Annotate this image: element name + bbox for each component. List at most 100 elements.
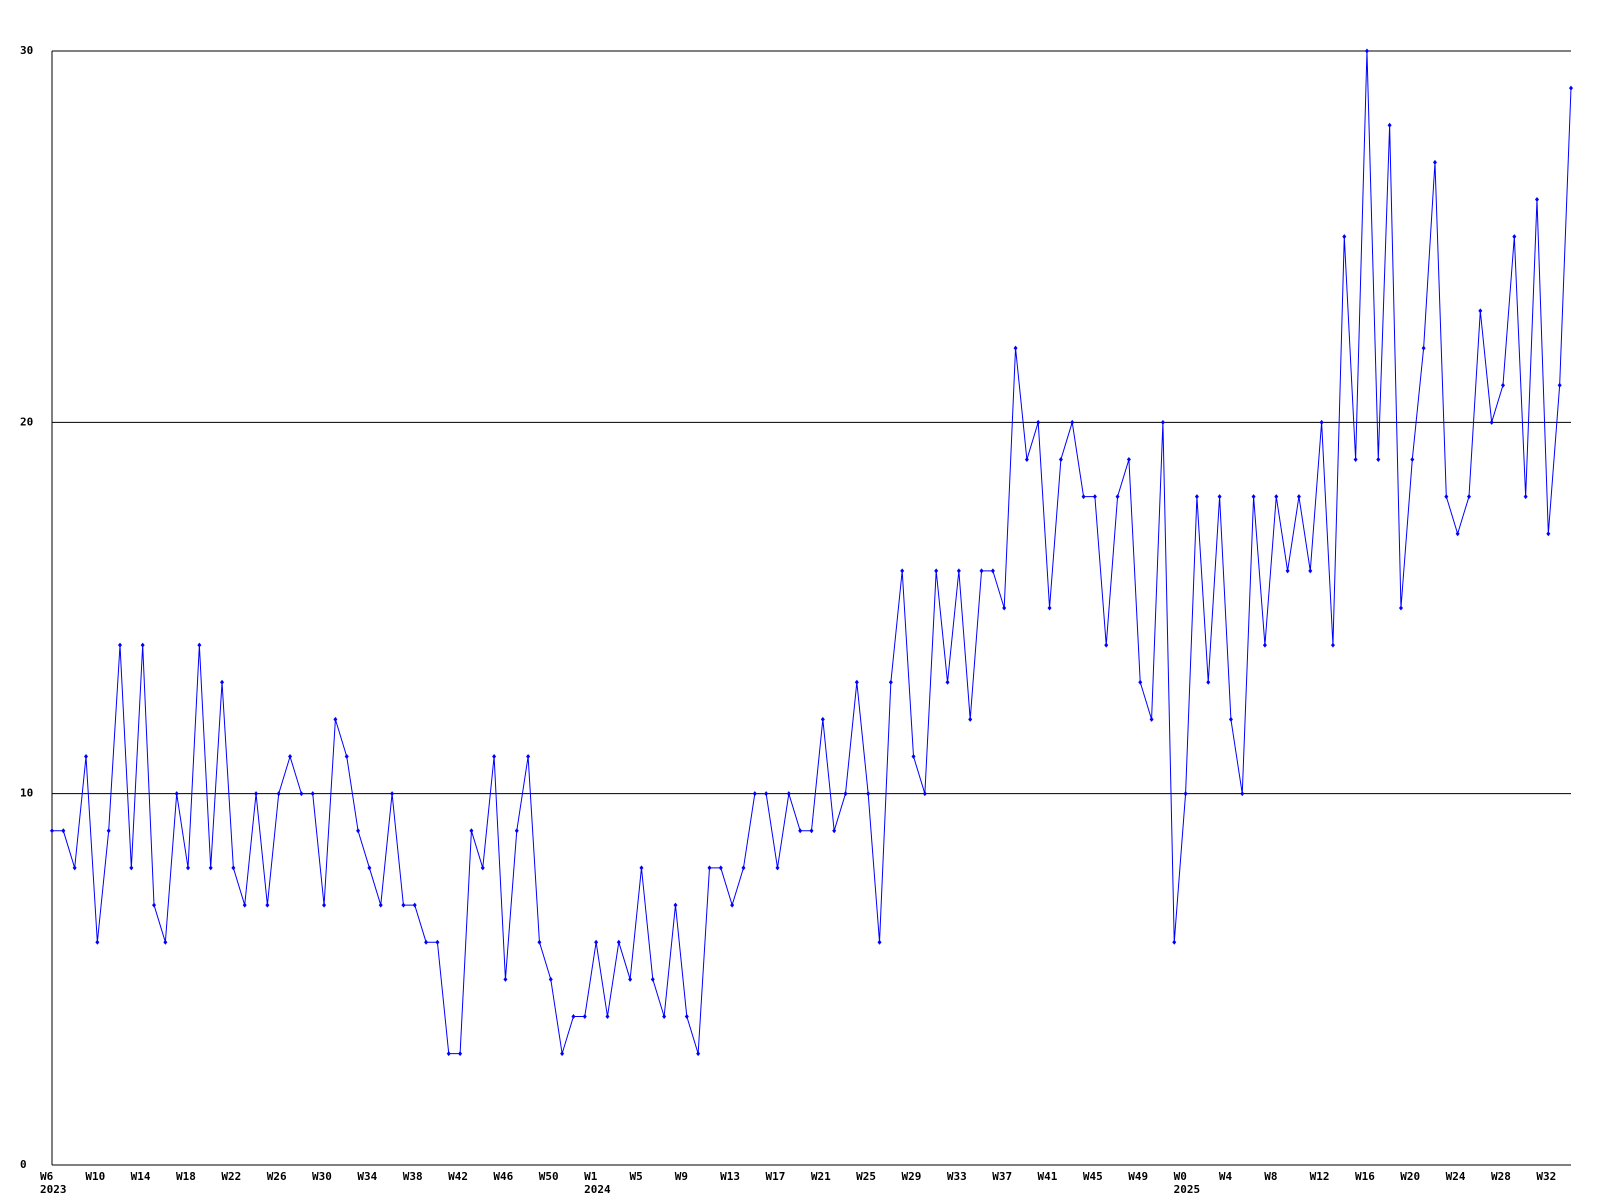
point: [786, 791, 791, 797]
point: [1262, 642, 1267, 648]
x-tick-label: W49: [1128, 1170, 1149, 1183]
point: [186, 865, 191, 871]
point: [1410, 456, 1415, 462]
point: [106, 828, 111, 834]
point: [730, 902, 735, 908]
x-tick-label: W30: [312, 1170, 332, 1183]
x-tick-label: W22: [221, 1170, 242, 1183]
point: [288, 754, 293, 760]
point: [832, 828, 837, 834]
point: [1160, 419, 1165, 425]
point: [1138, 679, 1143, 685]
x-tick-label: W4: [1218, 1170, 1233, 1183]
x-tick-label: W45: [1082, 1170, 1103, 1183]
x-tick-label: W14: [130, 1170, 151, 1183]
point: [118, 642, 123, 648]
point: [254, 791, 259, 797]
point: [1500, 382, 1505, 388]
point: [446, 1051, 451, 1057]
x-tick-label: W37: [992, 1170, 1013, 1183]
point: [1217, 494, 1222, 500]
point: [696, 1051, 701, 1057]
point: [1194, 494, 1199, 500]
point: [208, 865, 213, 871]
x-tick-label: W34: [357, 1170, 378, 1183]
point: [990, 568, 995, 574]
x-tick-label: W20: [1400, 1170, 1421, 1183]
point: [322, 902, 327, 908]
point: [1149, 716, 1154, 722]
point: [650, 976, 655, 982]
x-tick-label: W18: [176, 1170, 196, 1183]
point: [1546, 531, 1551, 537]
point: [594, 939, 599, 945]
x-tick-label: W21: [810, 1170, 831, 1183]
point: [877, 939, 882, 945]
x-tick-label: W1 2024: [584, 1170, 611, 1196]
point: [1081, 494, 1086, 500]
point: [1308, 568, 1313, 574]
y-tick-label: 10: [20, 787, 33, 800]
point: [820, 716, 825, 722]
x-tick-label: W10: [85, 1170, 106, 1183]
point: [968, 716, 973, 722]
point: [1376, 456, 1381, 462]
point: [1523, 494, 1528, 500]
point: [197, 642, 202, 648]
x-tick-label: W42: [448, 1170, 468, 1183]
point: [174, 791, 179, 797]
point: [1070, 419, 1075, 425]
point: [1206, 679, 1211, 685]
x-tick-label: W8: [1264, 1170, 1278, 1183]
x-tick-label: W25: [856, 1170, 877, 1183]
point: [616, 939, 621, 945]
point: [1002, 605, 1007, 611]
y-tick-label: 0: [20, 1158, 27, 1171]
x-tick-label: W50: [538, 1170, 559, 1183]
point: [514, 828, 519, 834]
point: [1364, 48, 1369, 54]
point: [1444, 494, 1449, 500]
point: [718, 865, 723, 871]
point: [1115, 494, 1120, 500]
point: [72, 865, 77, 871]
point: [458, 1051, 463, 1057]
point: [843, 791, 848, 797]
point: [50, 828, 54, 834]
point: [333, 716, 338, 722]
point: [1569, 85, 1573, 91]
point: [934, 568, 939, 574]
point: [1489, 419, 1494, 425]
point: [1432, 159, 1437, 165]
point: [945, 679, 950, 685]
point: [571, 1013, 576, 1019]
point: [492, 754, 497, 760]
point: [378, 902, 383, 908]
point: [84, 754, 89, 760]
point: [95, 939, 100, 945]
point: [809, 828, 814, 834]
point: [1342, 234, 1347, 240]
point: [684, 1013, 689, 1019]
point: [775, 865, 780, 871]
point: [435, 939, 440, 945]
point: [866, 791, 871, 797]
point: [1126, 456, 1131, 462]
x-tick-label: W32: [1536, 1170, 1557, 1183]
point: [1024, 456, 1029, 462]
point: [911, 754, 916, 760]
y-tick-label: 20: [20, 415, 33, 428]
point: [537, 939, 542, 945]
point: [1058, 456, 1063, 462]
x-tick-label: W17: [765, 1170, 786, 1183]
point: [299, 791, 304, 797]
point: [1296, 494, 1301, 500]
x-tick-label: W12: [1309, 1170, 1330, 1183]
point: [888, 679, 893, 685]
point: [605, 1013, 610, 1019]
point: [1183, 791, 1188, 797]
point: [265, 902, 270, 908]
point: [1228, 716, 1233, 722]
point: [503, 976, 508, 982]
